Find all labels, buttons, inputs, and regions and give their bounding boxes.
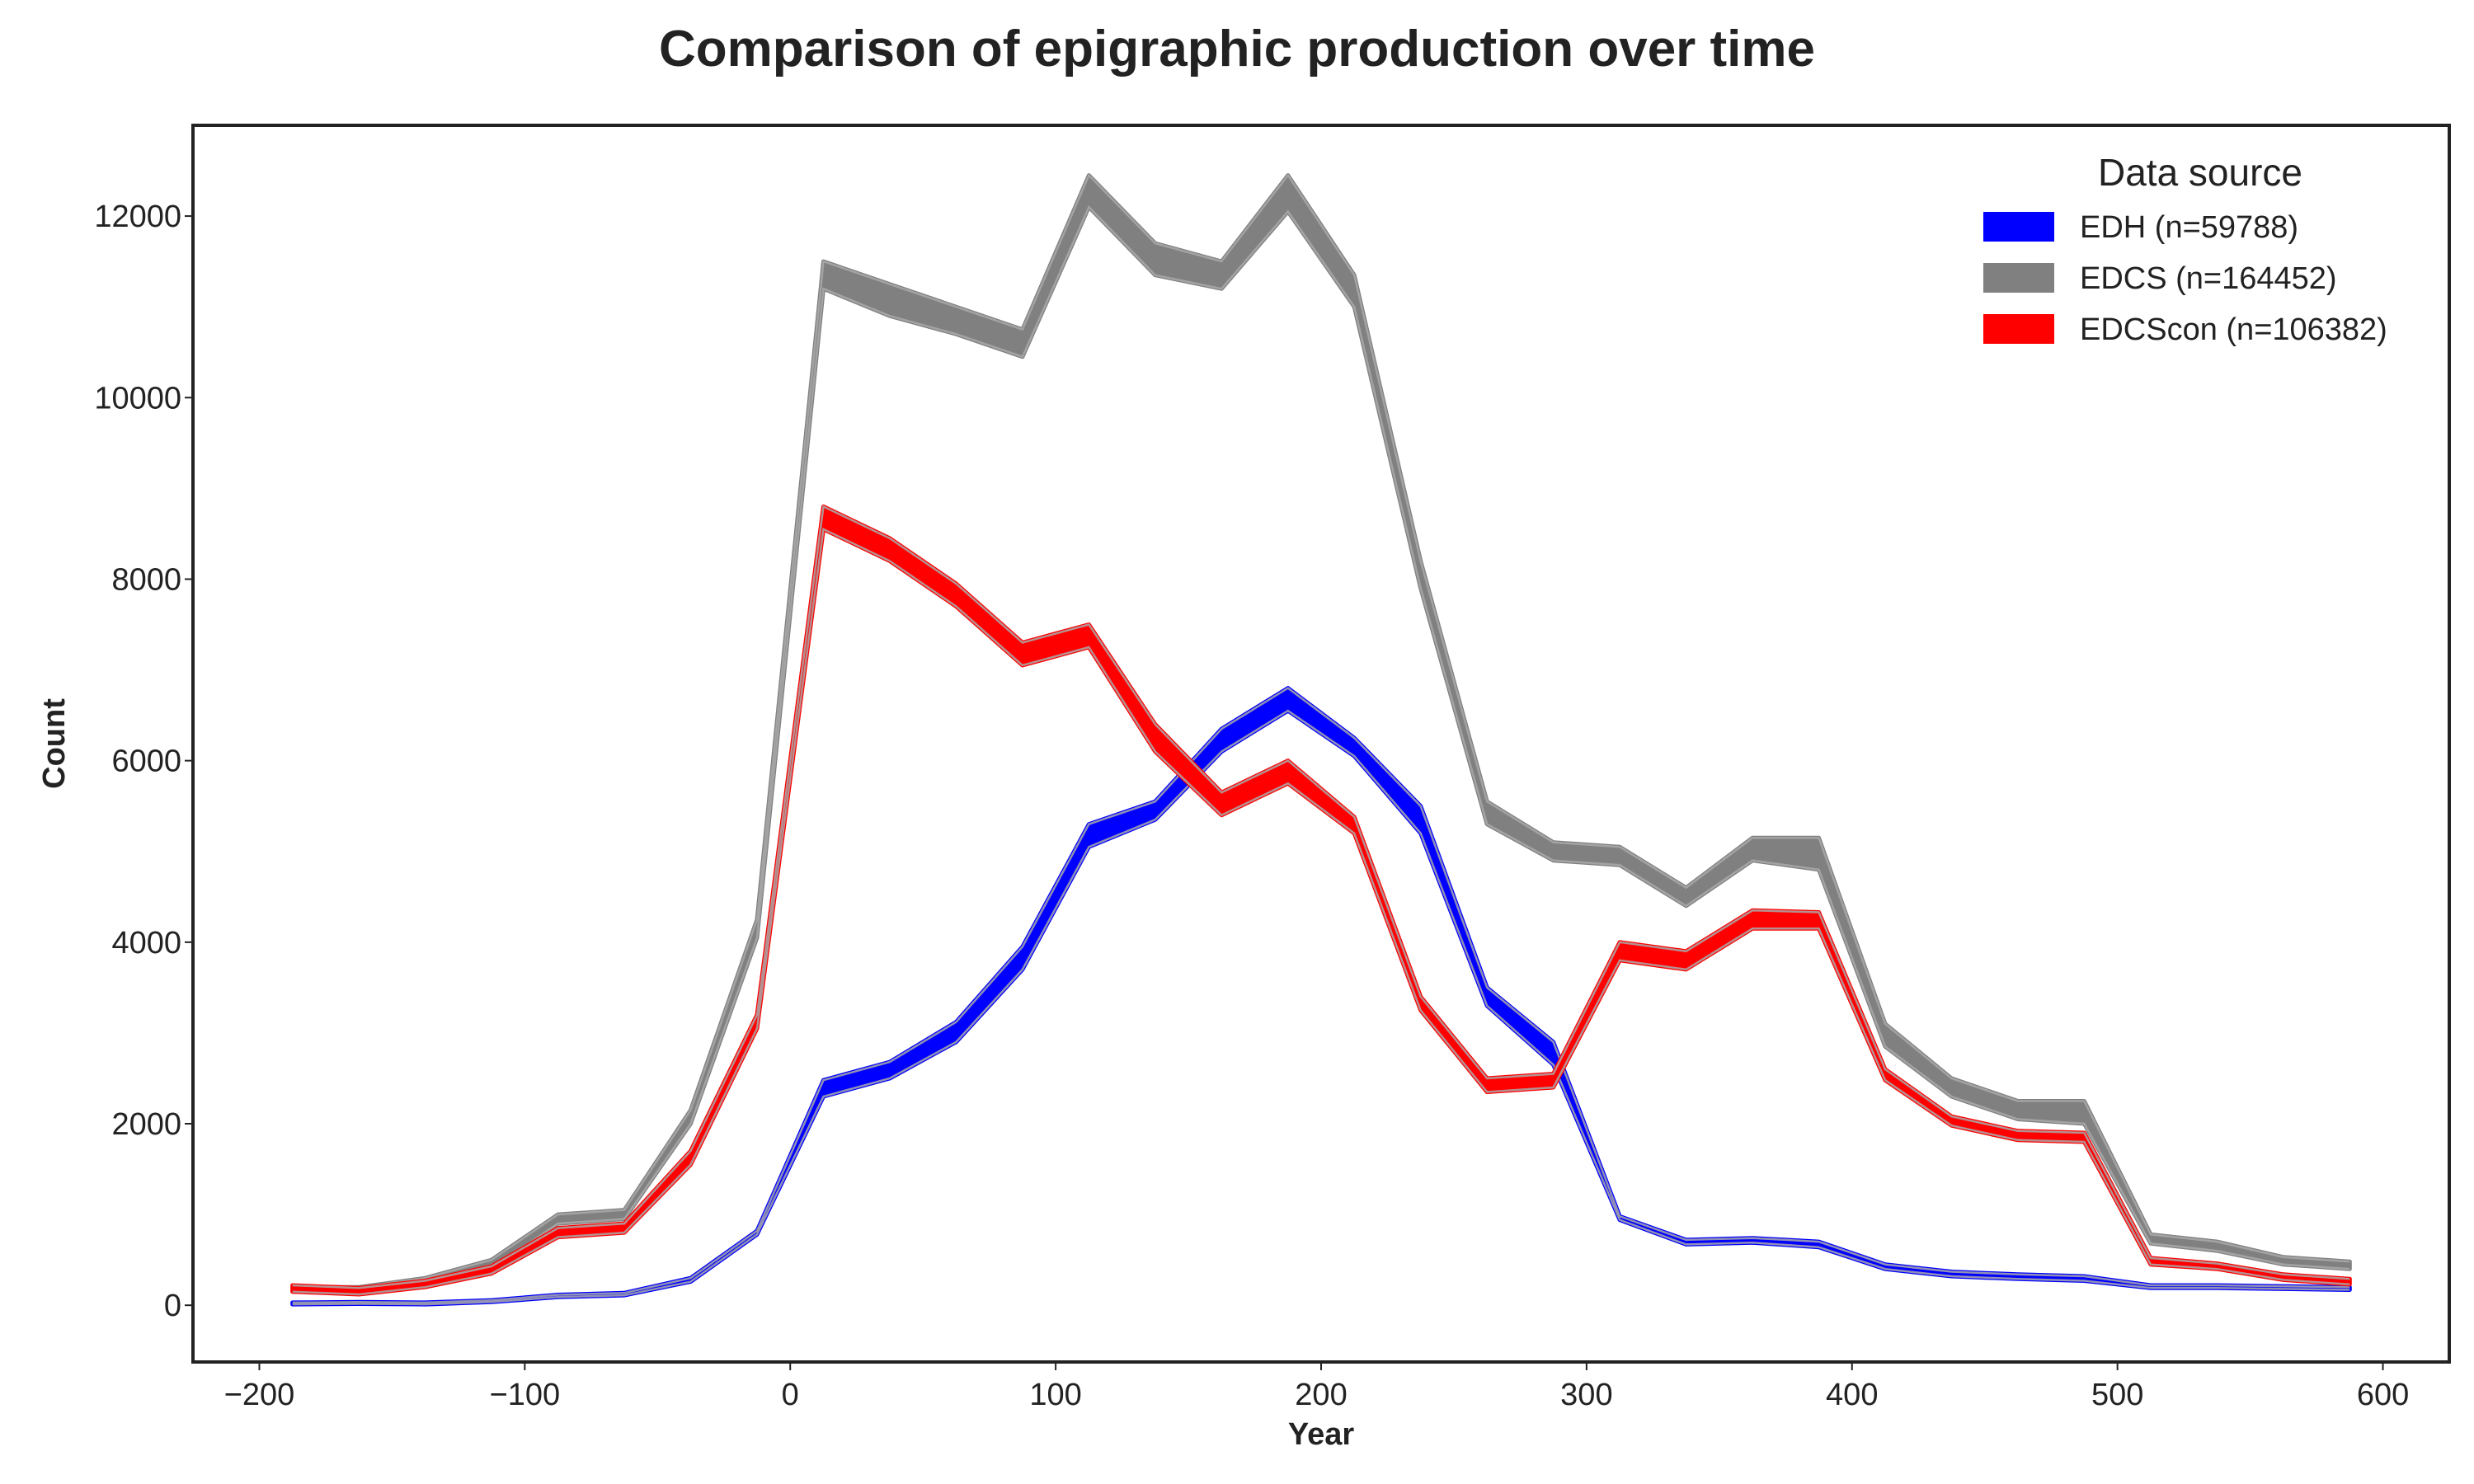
x-axis: −200 −100 0 100 200 300 400 500 600 — [224, 1362, 2409, 1412]
plot-frame — [191, 124, 2451, 1364]
legend-swatch-edcs — [1983, 263, 2054, 293]
y-tick-label: 12000 — [94, 200, 181, 234]
series-band-edcscon — [290, 504, 2352, 1297]
x-tick-label: 600 — [2357, 1378, 2409, 1412]
series-lower-edge-edh — [292, 709, 2350, 1306]
x-tick-label: 100 — [1029, 1378, 1081, 1412]
legend-label-edh: EDH (n=59788) — [2080, 210, 2298, 245]
x-tick-label: 200 — [1295, 1378, 1347, 1412]
series-upper-edge-edcscon — [292, 505, 2350, 1289]
x-tick-label: −100 — [490, 1378, 561, 1412]
y-tick-label: 8000 — [111, 562, 181, 597]
x-tick-label: 500 — [2091, 1378, 2143, 1412]
y-tick-label: 6000 — [111, 744, 181, 779]
legend-swatch-edcscon — [1983, 314, 2054, 344]
series-upper-edge-edcs — [292, 173, 2350, 1289]
series-lower-edge-edcs — [292, 204, 2350, 1294]
chart-title: Comparison of epigraphic production over… — [658, 21, 1816, 77]
y-axis-title: Count — [37, 698, 72, 789]
y-tick-label: 2000 — [111, 1107, 181, 1142]
x-tick-label: −200 — [224, 1378, 295, 1412]
x-tick-label: 400 — [1826, 1378, 1878, 1412]
y-tick-label: 0 — [164, 1289, 181, 1323]
y-tick-label: 10000 — [94, 381, 181, 416]
series-lower-edge-edcscon — [292, 528, 2350, 1296]
x-axis-title: Year — [1288, 1417, 1355, 1452]
y-axis: 0 2000 4000 6000 8000 10000 12000 — [94, 200, 193, 1323]
x-tick-label: 300 — [1560, 1378, 1612, 1412]
legend: Data source EDH (n=59788) EDCS (n=164452)… — [1983, 151, 2387, 347]
series-upper-edge-edh — [292, 687, 2350, 1304]
x-tick-label: 0 — [782, 1378, 799, 1412]
legend-label-edcs: EDCS (n=164452) — [2080, 261, 2337, 296]
legend-label-edcscon: EDCScon (n=106382) — [2080, 312, 2387, 347]
legend-title: Data source — [2098, 151, 2302, 194]
legend-swatch-edh — [1983, 212, 2054, 242]
y-tick-label: 4000 — [111, 926, 181, 960]
series-layer — [290, 173, 2352, 1307]
